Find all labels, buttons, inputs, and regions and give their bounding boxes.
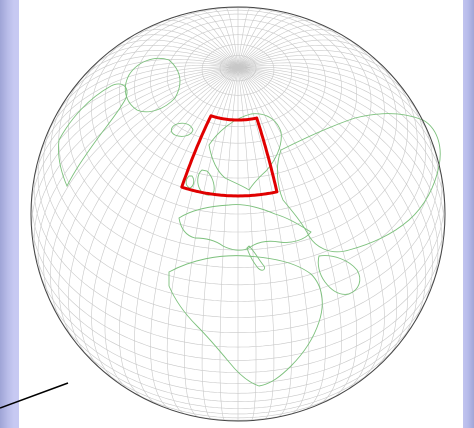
- meridian-line: [225, 7, 239, 68]
- meridian-line: [237, 67, 426, 327]
- parallel-line: [119, 9, 357, 179]
- coastline-ireland: [185, 175, 195, 189]
- parallel-line: [117, 382, 359, 419]
- parallel-line: [150, 19, 326, 144]
- meridian-line: [187, 12, 239, 68]
- map-panel: [19, 0, 463, 428]
- parallel-line: [30, 214, 446, 361]
- parallel-line: [50, 91, 426, 286]
- meridian-line: [44, 62, 239, 140]
- meridian-line: [237, 39, 372, 68]
- parallel-line: [201, 44, 275, 96]
- meridian-line: [53, 59, 239, 120]
- meridian-line: [237, 8, 264, 68]
- meridian-line: [79, 67, 239, 372]
- meridian-line: [50, 67, 239, 327]
- meridian-line: [31, 67, 239, 237]
- meridian-line: [200, 10, 239, 68]
- meridian-line: [173, 16, 239, 68]
- meridian-line: [104, 67, 239, 392]
- parallel-line: [219, 55, 257, 82]
- meridian-line: [237, 67, 275, 420]
- meridian-line: [237, 62, 432, 140]
- meridian-line: [68, 67, 239, 359]
- meridian-line: [237, 20, 317, 68]
- graticule-grid: [30, 6, 446, 421]
- meridian-line: [237, 67, 408, 359]
- meridian-line: [78, 50, 239, 83]
- meridian-line: [237, 12, 289, 68]
- parallel-line: [33, 163, 443, 333]
- meridian-line: [104, 39, 239, 68]
- parallel-line: [92, 361, 384, 415]
- parallel-line: [79, 25, 397, 233]
- parallel-line: [184, 34, 292, 111]
- meridian-line: [237, 54, 411, 101]
- meridian-line: [237, 67, 292, 418]
- parallel-line: [37, 266, 439, 384]
- globe-map[interactable]: [19, 0, 463, 428]
- meridian-line: [237, 59, 423, 120]
- parallel-line: [58, 67, 418, 268]
- meridian-line: [65, 54, 239, 101]
- meridian-line: [37, 67, 239, 287]
- parallel-line: [31, 188, 445, 348]
- region-of-interest-box[interactable]: [180, 114, 279, 198]
- meridian-line: [237, 50, 398, 83]
- meridian-line: [237, 16, 303, 68]
- meridian-line: [166, 67, 239, 415]
- meridian-line: [237, 29, 344, 68]
- coastline-north-america: [58, 83, 128, 188]
- meridian-line: [237, 67, 257, 421]
- coastline-greenland: [124, 57, 181, 113]
- meridian-line: [237, 67, 310, 415]
- parallel-line: [166, 26, 310, 127]
- meridian-line: [184, 67, 239, 418]
- coastline-arabia: [317, 255, 361, 295]
- meridian-line: [237, 67, 418, 345]
- meridian-line: [237, 67, 443, 263]
- coastlines: [58, 57, 441, 387]
- meridian-line: [91, 67, 239, 383]
- coastline-iceland: [170, 122, 194, 137]
- coastline-europe: [178, 204, 312, 251]
- meridian-line: [237, 66, 444, 189]
- meridian-line: [159, 20, 239, 68]
- parallel-line: [57, 315, 419, 402]
- meridian-line: [58, 67, 239, 345]
- coastline-africa: [168, 255, 323, 387]
- coastline-asia: [276, 113, 441, 253]
- meridian-line: [237, 67, 357, 400]
- coastline-scandinavia: [208, 113, 282, 191]
- meridian-line: [237, 7, 251, 68]
- parallel-line: [134, 13, 342, 161]
- parallel-line: [45, 290, 431, 394]
- meridian-line: [119, 67, 239, 400]
- meridian-line: [212, 8, 239, 68]
- meridian-line: [237, 67, 372, 392]
- meridian-line: [237, 10, 276, 68]
- meridian-line: [33, 67, 239, 263]
- meridian-line: [219, 67, 239, 421]
- meridian-line: [132, 29, 239, 68]
- meridian-line: [237, 67, 439, 287]
- meridian-line: [237, 67, 385, 383]
- meridian-line: [201, 67, 239, 420]
- meridian-line: [237, 67, 445, 237]
- meridian-line: [237, 67, 397, 372]
- meridian-line: [32, 66, 239, 189]
- globe-outline: [30, 6, 446, 422]
- parallel-line: [37, 139, 439, 318]
- parallel-line: [72, 337, 404, 409]
